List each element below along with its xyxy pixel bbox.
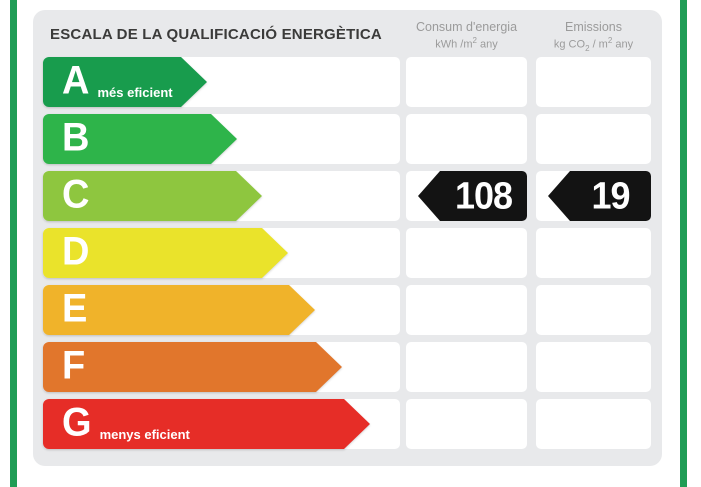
band-letter-g: G [62, 401, 92, 445]
band-track-a: A més eficient [43, 57, 400, 107]
band-track-e: E [43, 285, 400, 335]
scale-row-f: F [43, 342, 662, 392]
emissions-cell-d [536, 228, 651, 278]
emissions-value-arrow-tip [548, 171, 570, 221]
band-arrow-b: B [43, 114, 237, 164]
emissions-unit-sup: 2 [607, 35, 613, 45]
emissions-cell-e [536, 285, 651, 335]
consum-unit: kWh /m2 any [406, 36, 527, 52]
emissions-unit-text3: any [612, 38, 634, 51]
band-arrow-f: F [43, 342, 342, 392]
consum-unit-text2: any [476, 38, 498, 51]
consum-cell-b [406, 114, 527, 164]
panel-header: ESCALA DE LA QUALIFICACIÓ ENERGÈTICA Con… [33, 10, 662, 57]
band-arrow-tip-d [262, 228, 288, 278]
band-note-g: menys eficient [99, 427, 190, 442]
band-track-g: G menys eficient [43, 399, 400, 449]
emissions-label: Emissions [565, 20, 622, 34]
left-green-accent-bar [10, 0, 17, 487]
band-letter-d: D [62, 230, 90, 274]
band-arrow-tip-b [211, 114, 237, 164]
emissions-unit: kg CO2 / m2 any [536, 36, 651, 54]
band-letter-f: F [62, 344, 86, 388]
page-title: ESCALA DE LA QUALIFICACIÓ ENERGÈTICA [50, 26, 382, 43]
band-letter-e: E [62, 287, 88, 331]
consum-value: 108 [454, 173, 513, 217]
scale-row-a: A més eficient [43, 57, 662, 107]
scale-rows: A més eficient B [33, 57, 662, 449]
emissions-unit-text: kg CO [553, 38, 586, 51]
energy-scale-panel: ESCALA DE LA QUALIFICACIÓ ENERGÈTICA Con… [33, 10, 662, 466]
band-arrow-g: G menys eficient [43, 399, 370, 449]
consum-cell-c: 108 [406, 171, 527, 221]
scale-row-b: B [43, 114, 662, 164]
consum-cell-e [406, 285, 527, 335]
emissions-cell-b [536, 114, 651, 164]
consum-value-arrow: 108 [418, 171, 527, 221]
band-arrow-c: C [43, 171, 262, 221]
emissions-cell-g [536, 399, 651, 449]
band-note-a: més eficient [97, 85, 173, 100]
band-arrow-tip-a [181, 57, 207, 107]
consum-value-arrow-tip [418, 171, 440, 221]
consum-cell-a [406, 57, 527, 107]
consum-cell-f [406, 342, 527, 392]
scale-row-d: D [43, 228, 662, 278]
band-track-f: F [43, 342, 400, 392]
band-arrow-a: A més eficient [43, 57, 207, 107]
consum-cell-d [406, 228, 527, 278]
emissions-value-arrow-body: 19 [570, 171, 651, 221]
emissions-value-arrow: 19 [548, 171, 651, 221]
consum-unit-sup: 2 [472, 35, 477, 45]
band-body-f: F [43, 342, 316, 392]
right-green-accent-bar [680, 0, 687, 487]
band-arrow-e: E [43, 285, 315, 335]
band-body-a: A més eficient [43, 57, 181, 107]
band-track-c: C [43, 171, 400, 221]
column-header-emissions: Emissions kg CO2 / m2 any [536, 16, 651, 53]
consum-label: Consum d'energia [415, 20, 518, 34]
band-letter-c: C [62, 173, 90, 217]
emissions-cell-c: 19 [536, 171, 651, 221]
consum-unit-text: kWh /m [435, 38, 473, 51]
band-arrow-tip-e [289, 285, 315, 335]
emissions-value: 19 [591, 173, 630, 217]
title-wrap: ESCALA DE LA QUALIFICACIÓ ENERGÈTICA [43, 16, 400, 43]
band-letter-b: B [62, 116, 90, 160]
band-body-e: E [43, 285, 289, 335]
emissions-unit-sub: 2 [585, 43, 590, 53]
band-arrow-tip-c [236, 171, 262, 221]
emissions-cell-a [536, 57, 651, 107]
band-body-b: B [43, 114, 211, 164]
scale-row-g: G menys eficient [43, 399, 662, 449]
column-header-consum: Consum d'energia kWh /m2 any [406, 16, 527, 52]
band-arrow-tip-f [316, 342, 342, 392]
band-body-d: D [43, 228, 262, 278]
band-arrow-tip-g [344, 399, 370, 449]
emissions-unit-text2: / m [589, 38, 608, 51]
band-arrow-d: D [43, 228, 288, 278]
scale-row-e: E [43, 285, 662, 335]
band-track-d: D [43, 228, 400, 278]
band-body-g: G menys eficient [43, 399, 344, 449]
consum-cell-g [406, 399, 527, 449]
band-track-b: B [43, 114, 400, 164]
band-body-c: C [43, 171, 236, 221]
scale-row-c: C 108 19 [43, 171, 662, 221]
emissions-cell-f [536, 342, 651, 392]
consum-value-arrow-body: 108 [440, 171, 527, 221]
band-letter-a: A [62, 59, 90, 103]
